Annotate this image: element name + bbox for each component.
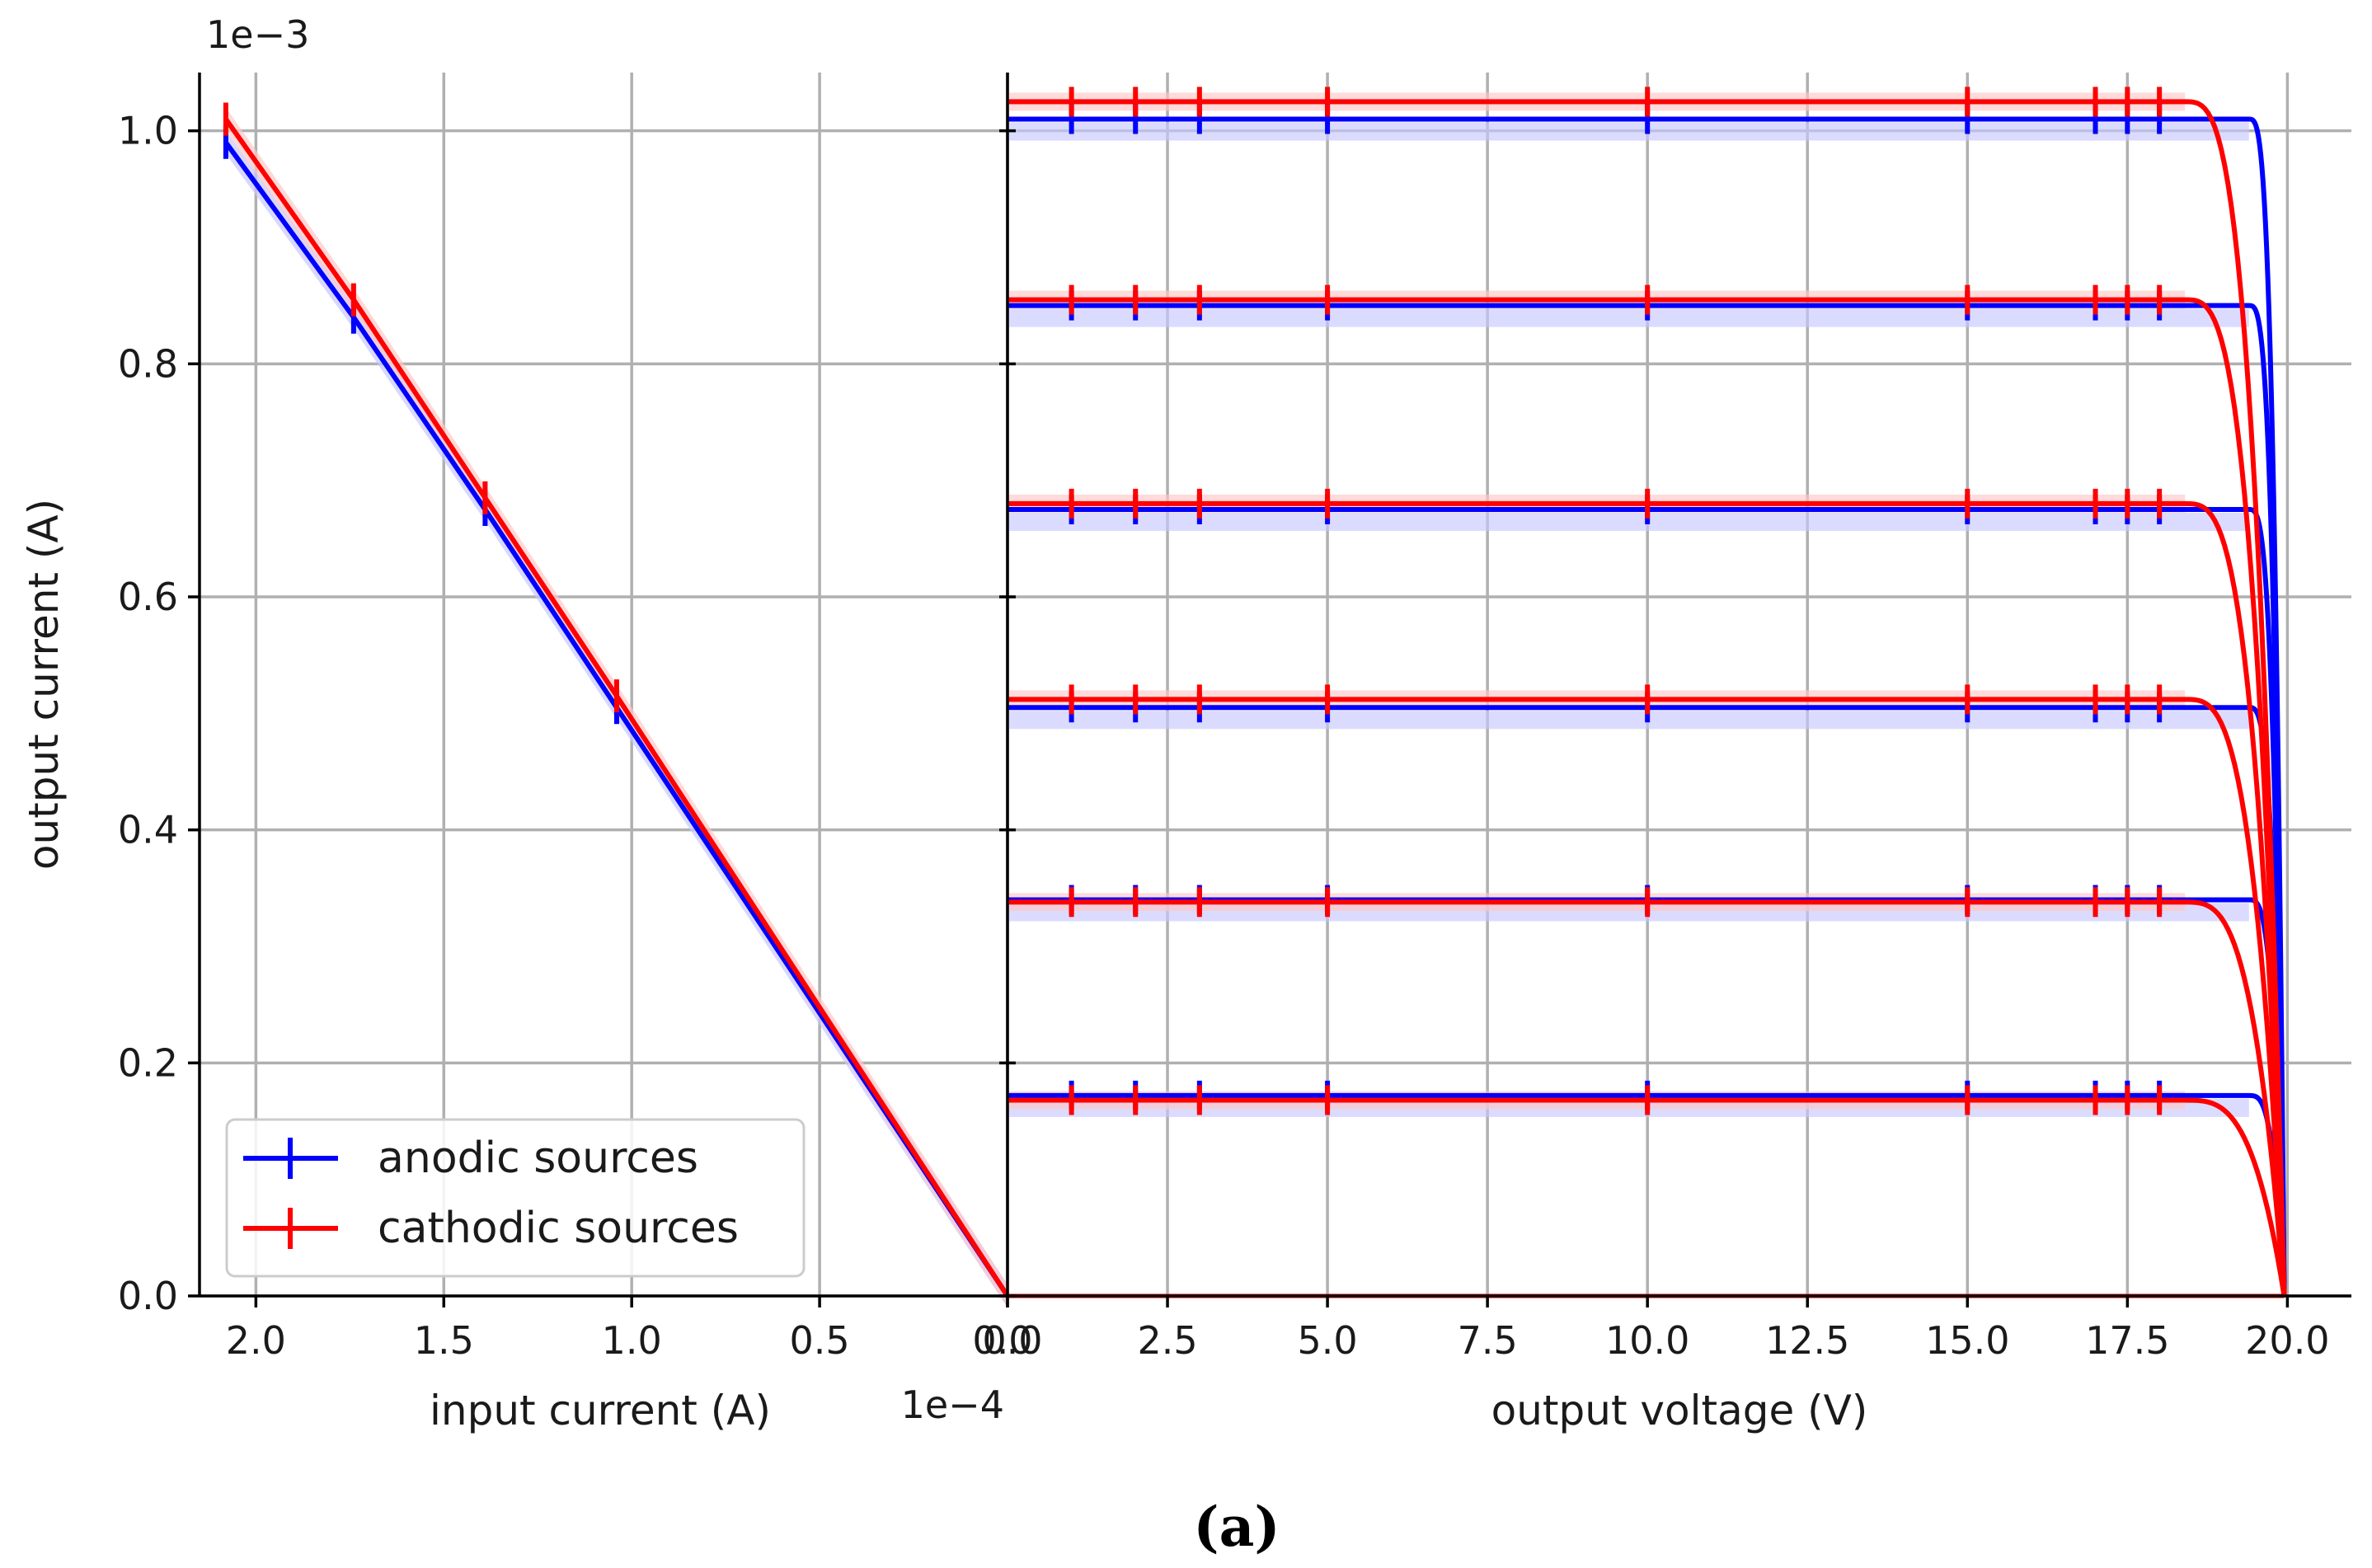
left-band-anodic — [225, 130, 1008, 1307]
right-band-anodic — [1008, 711, 2249, 730]
right-x-tick-label: 15.0 — [1925, 1318, 2009, 1363]
legend: anodic sources cathodic sources — [225, 1118, 806, 1278]
right-curve-cathodic — [1008, 697, 2287, 1297]
y-tick-label: 0.0 — [118, 1274, 178, 1318]
right-x-tick-label: 0.0 — [982, 1318, 1042, 1363]
y-tick-label: 0.4 — [118, 808, 178, 852]
legend-label-anodic: anodic sources — [378, 1134, 698, 1183]
right-curve-cathodic — [1008, 99, 2287, 1297]
left-x-tick-label: 0.5 — [790, 1318, 850, 1363]
y-exponent-label: 1e−3 — [206, 12, 309, 57]
right-x-tick-label: 17.5 — [2085, 1318, 2169, 1363]
right-curve-anodic — [1008, 1092, 2287, 1297]
right-curve-anodic — [1008, 303, 2287, 1297]
left-x-tick-label: 1.5 — [414, 1318, 474, 1363]
legend-label-cathodic: cathodic sources — [378, 1204, 739, 1253]
right-x-tick-label: 10.0 — [1605, 1318, 1689, 1363]
axes-spines — [198, 73, 2351, 1298]
data-series — [223, 87, 2287, 1298]
right-band-anodic — [1008, 308, 2249, 327]
legend-entry-anodic: anodic sources — [243, 1134, 698, 1183]
right-curve-cathodic — [1008, 297, 2287, 1297]
left-x-tick-label: 2.0 — [226, 1318, 286, 1363]
y-axis-label: output current (A) — [20, 499, 68, 870]
legend-frame — [225, 1118, 806, 1278]
x-exponent-label: 1e−4 — [901, 1383, 1004, 1427]
right-x-tick-label: 12.5 — [1765, 1318, 1849, 1363]
y-tick-label: 1.0 — [118, 109, 178, 153]
figure-caption: (a) — [1193, 1495, 1280, 1559]
tick-marks: 0.00.20.40.60.81.02.0 1.5 1.0 0.5 0.00.0 2.5 5… — [118, 109, 2330, 1363]
right-curve-cathodic — [1008, 899, 2287, 1297]
right-x-tick-label: 5.0 — [1298, 1318, 1358, 1363]
right-x-axis-label: output voltage (V) — [1491, 1387, 1868, 1434]
right-band-anodic — [1008, 513, 2249, 531]
right-x-tick-label: 2.5 — [1137, 1318, 1197, 1363]
left-x-axis-label: input current (A) — [430, 1387, 771, 1434]
y-tick-label: 0.8 — [118, 341, 178, 386]
right-band-anodic — [1008, 122, 2249, 141]
y-tick-label: 0.2 — [118, 1040, 178, 1085]
right-curve-cathodic — [1008, 1097, 2287, 1297]
y-tick-label: 0.6 — [118, 575, 178, 619]
legend-entry-cathodic: cathodic sources — [243, 1204, 739, 1253]
left-x-tick-label: 1.0 — [602, 1318, 662, 1363]
left-x-tick-label: 0.0 — [972, 1318, 1032, 1363]
right-x-tick-label: 7.5 — [1458, 1318, 1518, 1363]
left-band-cathodic — [225, 107, 1008, 1308]
right-x-tick-label: 20.0 — [2245, 1318, 2329, 1363]
right-curve-anodic — [1008, 705, 2287, 1297]
right-curve-cathodic — [1008, 500, 2287, 1297]
